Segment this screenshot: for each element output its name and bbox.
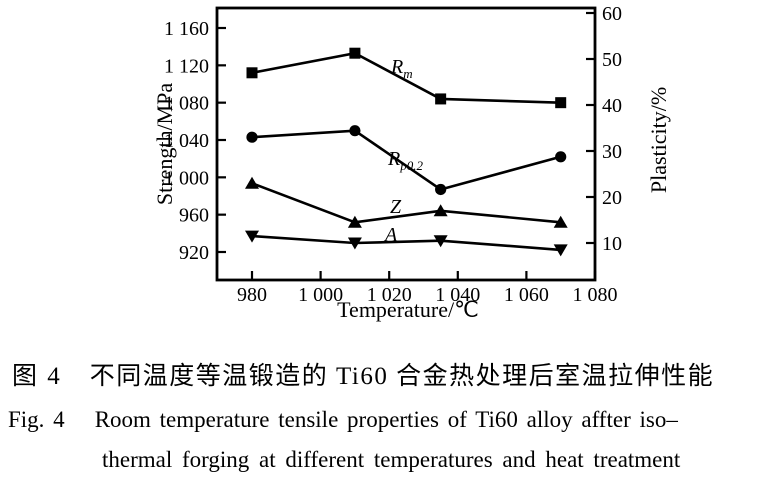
left-y-tick-label: 1 080 — [164, 93, 209, 115]
figure-caption: 图 4 不同温度等温锻造的 Ti60 合金热处理后室温拉伸性能 Fig. 4 R… — [0, 358, 764, 478]
data-point-Rm-square-marker — [349, 47, 361, 59]
right-y-tick-label: 10 — [602, 233, 622, 255]
caption-chinese-text: 不同温度等温锻造的 Ti60 合金热处理后室温拉伸性能 — [89, 363, 715, 390]
caption-chinese: 图 4 不同温度等温锻造的 Ti60 合金热处理后室温拉伸性能 — [12, 358, 764, 396]
x-axis-label: Temperature/℃ — [337, 297, 479, 322]
series-label-Rm: Rm — [390, 56, 413, 81]
data-point-Z-triangle-up-marker — [433, 204, 448, 217]
data-point-Rm-square-marker — [555, 97, 567, 109]
data-point-Rp0.2-circle-marker — [435, 183, 447, 196]
data-point-Z-triangle-up-marker — [347, 215, 362, 228]
left-y-tick-label: 1 000 — [164, 167, 209, 189]
x-tick-label: 1 000 — [298, 284, 343, 306]
series-label-Z: Z — [390, 196, 402, 218]
series-label-A: A — [383, 224, 398, 246]
y-axis-label-left: Strength/MPa — [152, 83, 177, 205]
caption-english-text-line2: thermal forging at different temperature… — [102, 447, 681, 472]
right-y-tick-label: 30 — [602, 141, 622, 163]
left-y-tick-label: 920 — [179, 242, 209, 264]
data-point-Rp0.2-circle-marker — [349, 125, 361, 137]
right-y-tick-label: 40 — [602, 95, 622, 117]
x-tick-label: 1 060 — [504, 284, 549, 306]
data-point-Rm-square-marker — [435, 93, 447, 105]
series-line-Rp0.2 — [251, 129, 562, 191]
x-tick-label: 1 020 — [367, 284, 412, 306]
caption-chinese-figure-number: 图 4 — [12, 363, 62, 390]
caption-english-text-line1: Room temperature tensile properties of T… — [94, 407, 678, 432]
plot-frame — [215, 6, 597, 282]
caption-english-figure-number: Fig. 4 — [8, 407, 65, 432]
left-y-tick-label: 960 — [179, 205, 209, 227]
left-y-tick-label: 1 040 — [164, 130, 209, 152]
left-y-tick-label: 1 120 — [164, 55, 209, 77]
right-y-tick-label: 50 — [602, 49, 622, 71]
right-y-tick-label: 60 — [602, 3, 622, 25]
right-y-tick-label: 20 — [602, 187, 622, 209]
data-point-A-triangle-down-marker — [347, 237, 362, 250]
caption-english-line1: Fig. 4 Room temperature tensile properti… — [8, 402, 764, 438]
data-point-A-triangle-down-marker — [553, 244, 568, 257]
y-axis-label-right: Plasticity/% — [646, 87, 671, 193]
series-label-Rp0.2: Rp0.2 — [387, 148, 423, 173]
left-y-tick-label: 1 160 — [164, 18, 209, 40]
data-point-Rp0.2-circle-marker — [555, 151, 567, 163]
data-point-Rp0.2-circle-marker — [246, 131, 258, 143]
data-point-A-triangle-down-marker — [433, 235, 448, 248]
x-tick-label: 1 040 — [435, 284, 480, 306]
series-line-Z — [251, 181, 561, 224]
x-tick-label: 980 — [237, 284, 267, 306]
series-line-Rm — [251, 51, 561, 104]
data-point-Rm-square-marker — [246, 67, 258, 79]
chart-generated-content: 980 1 000 1 020 1 040 1 060 1 080 1 160 1 120 1 … — [164, 3, 622, 306]
caption-english-line2: thermal forging at different temperature… — [102, 442, 764, 478]
tensile-properties-chart: Strength/MPa Plasticity/% Temperature/℃ … — [152, 3, 671, 322]
data-point-Z-triangle-up-marker — [245, 176, 259, 189]
series-line-A — [251, 234, 561, 252]
data-point-Z-triangle-up-marker — [553, 215, 568, 228]
x-tick-label: 1 080 — [573, 284, 618, 306]
data-point-A-triangle-down-marker — [245, 230, 259, 243]
